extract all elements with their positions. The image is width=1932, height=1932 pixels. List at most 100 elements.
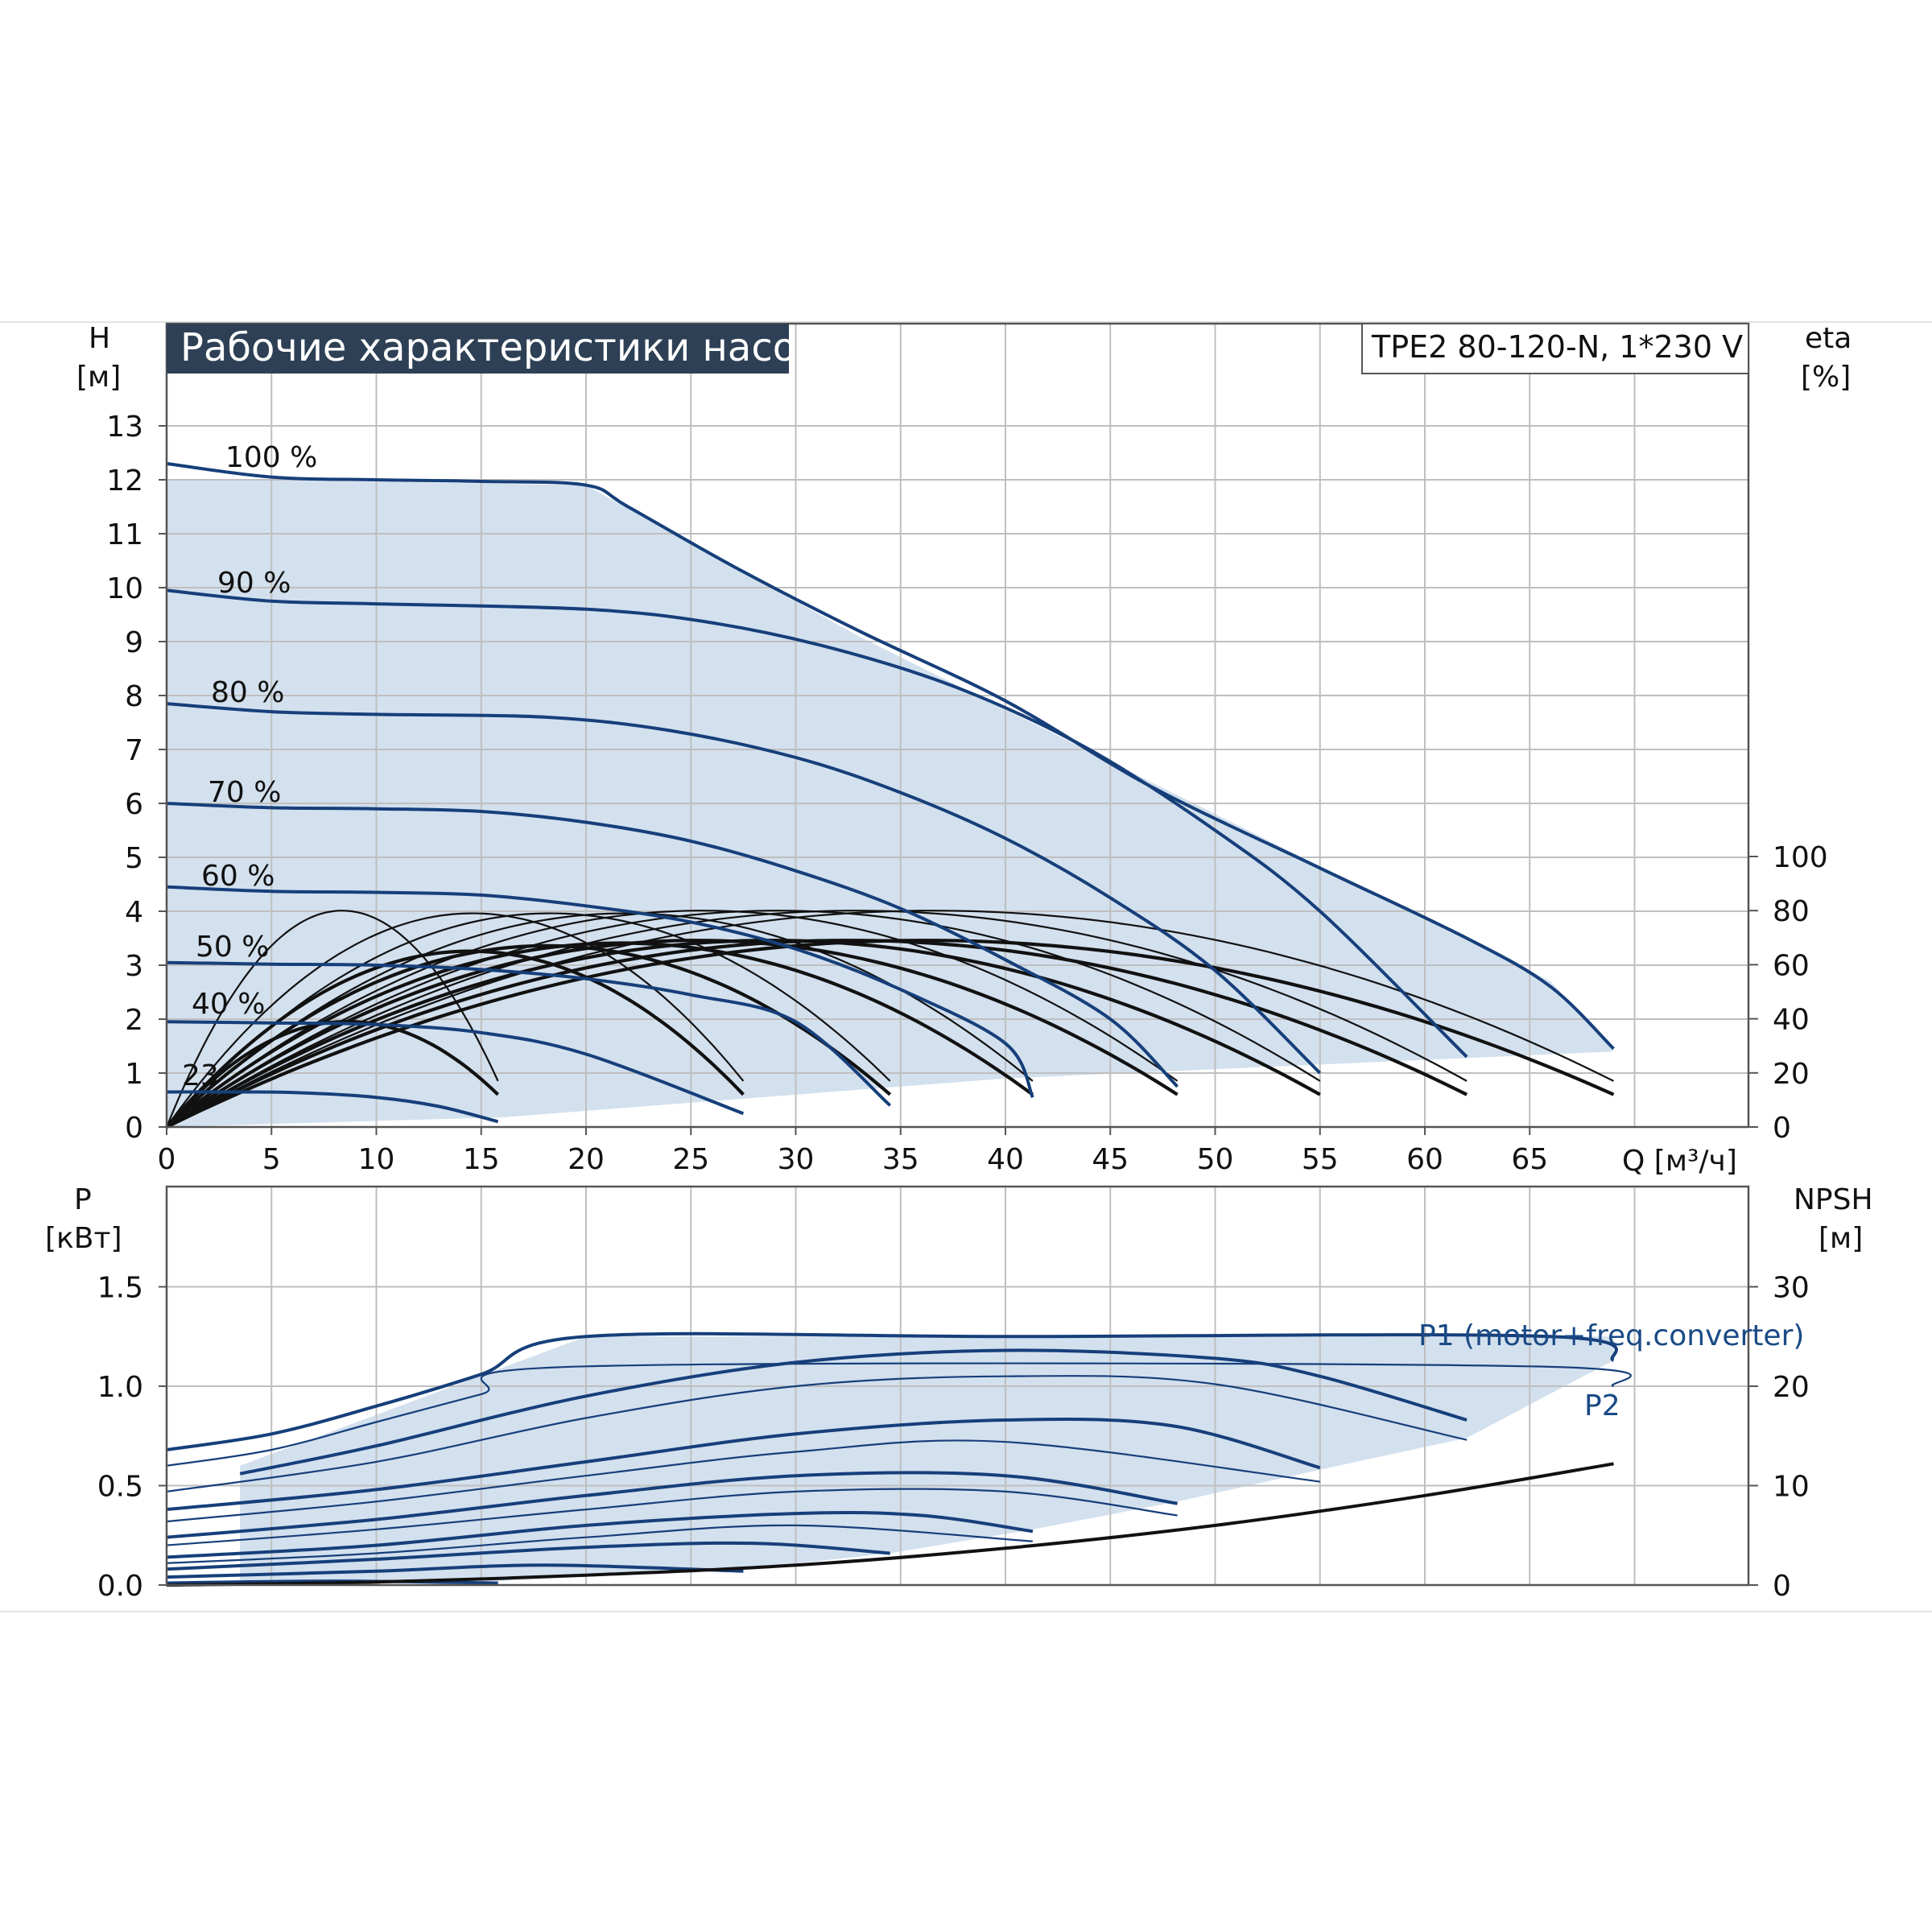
title-banner	[167, 324, 789, 374]
speed-label-3: 80 %	[211, 676, 284, 709]
p1-label: P1 (motor+freq.converter)	[1418, 1319, 1804, 1352]
efficiency-curve-13	[165, 941, 1034, 1129]
y2-tick-100: 100	[1773, 841, 1828, 874]
p1-curve-7	[166, 1563, 744, 1579]
p-tick-labels: 0.0 0.5 1.0 1.5	[97, 1272, 167, 1603]
head-curve-2	[166, 588, 1468, 1059]
y-tick-2: 2	[125, 1004, 143, 1037]
y-tick-0: 0	[125, 1112, 143, 1145]
power-npsh-plot: P [кВт] NPSH [м] P1 (motor+freq.converte…	[45, 1183, 1873, 1603]
npsh-curves	[166, 1462, 1614, 1587]
p1-curve-4	[166, 1471, 1178, 1539]
npsh-tick-10: 10	[1773, 1471, 1810, 1504]
p2-curve-3	[166, 1439, 1320, 1523]
y-tick-7: 7	[125, 734, 143, 767]
chart-title: Рабочие характеристики насоса	[180, 325, 841, 370]
x-tick-0: 0	[158, 1143, 176, 1176]
y-tick-13: 13	[106, 411, 143, 444]
y2-tick-labels: 0 20 40 60 80 100	[1748, 841, 1828, 1145]
speed-label-2: 90 %	[217, 567, 291, 600]
speed-label-8: 23	[182, 1059, 219, 1092]
speed-label-4: 70 %	[208, 776, 281, 809]
speed-label-6: 50 %	[196, 931, 269, 964]
y-tick-3: 3	[125, 950, 143, 983]
head-curve-5	[166, 885, 1034, 1099]
x-tick-10: 10	[358, 1143, 395, 1176]
p2-curve-1	[166, 1362, 1632, 1467]
p1-curve-6	[166, 1541, 890, 1571]
x-tick-20: 20	[568, 1143, 605, 1176]
head-curve-4	[166, 802, 1179, 1088]
p2-curve-5	[166, 1524, 1033, 1564]
p1-curve-5	[166, 1510, 1034, 1559]
power-envelope	[240, 1336, 1614, 1582]
p1-curve-2	[239, 1348, 1468, 1476]
efficiency-curve-15	[165, 949, 745, 1129]
head-plot-frame	[165, 322, 1750, 1129]
head-curve-6	[166, 960, 892, 1107]
y-tick-11: 11	[106, 518, 143, 551]
y-axis-label: H	[89, 322, 110, 355]
p-tick-1.0: 1.0	[97, 1371, 143, 1404]
efficiency-curve-14	[165, 943, 892, 1129]
power-grid	[167, 1187, 1748, 1585]
y-tick-9: 9	[125, 626, 143, 659]
x-tick-15: 15	[463, 1143, 500, 1176]
npsh-tick-labels: 0 10 20 30	[1748, 1272, 1810, 1603]
y-tick-6: 6	[125, 788, 143, 821]
p1-curve-8	[166, 1579, 498, 1585]
x-tick-50: 50	[1197, 1143, 1234, 1176]
y2-tick-40: 40	[1773, 1004, 1810, 1037]
y-tick-1: 1	[125, 1058, 143, 1091]
p2-curve-2	[166, 1375, 1468, 1492]
speed-labels: 100 % 90 % 80 % 70 % 60 % 50 % 40 % 23	[182, 441, 317, 1092]
head-curve-3	[166, 702, 1322, 1075]
model-box	[1361, 323, 1749, 374]
efficiency-curve-8	[165, 910, 499, 1128]
p1-curve-3	[166, 1417, 1321, 1512]
p2-curves	[166, 1362, 1632, 1564]
x-tick-25: 25	[672, 1143, 709, 1176]
x-tick-55: 55	[1302, 1143, 1339, 1176]
head-curve-7	[166, 1020, 745, 1116]
p-axis-label: P	[74, 1183, 92, 1216]
y-tick-12: 12	[106, 464, 143, 497]
p2-curve-4	[166, 1488, 1178, 1546]
x-tick-35: 35	[882, 1143, 919, 1176]
npsh-curve	[166, 1462, 1614, 1587]
p-tick-1.5: 1.5	[97, 1272, 143, 1305]
efficiency-curve-12	[165, 939, 1179, 1129]
y-axis-unit: [м]	[76, 361, 121, 394]
speed-label-7: 40 %	[192, 988, 265, 1021]
x-tick-60: 60	[1406, 1143, 1443, 1176]
speed-label-1: 100 %	[225, 441, 317, 474]
x-tick-40: 40	[987, 1143, 1024, 1176]
y2-tick-80: 80	[1773, 895, 1810, 928]
y-tick-10: 10	[106, 572, 143, 605]
efficiency-curve-7	[166, 912, 745, 1128]
npsh-axis-unit: [м]	[1818, 1222, 1863, 1255]
y2-tick-0: 0	[1773, 1112, 1791, 1145]
x-tick-labels: 0 5 10 15 20 25 30 35 40 45 50 55 60 65	[158, 1127, 1548, 1176]
p1-curves	[166, 1331, 1618, 1585]
x-tick-5: 5	[262, 1143, 281, 1176]
head-efficiency-plot: Рабочие характеристики насоса TPE2 80-12…	[76, 322, 1852, 1178]
y-tick-5: 5	[125, 842, 143, 875]
y2-tick-60: 60	[1773, 949, 1810, 982]
y2-tick-20: 20	[1773, 1058, 1810, 1091]
head-curves	[166, 461, 1615, 1124]
model-label: TPE2 80-120-N, 1*230 V	[1371, 329, 1743, 365]
p-tick-0.5: 0.5	[97, 1471, 143, 1504]
npsh-axis-label: NPSH	[1794, 1183, 1873, 1216]
head-grid	[167, 324, 1748, 1127]
p2-label: P2	[1584, 1389, 1620, 1422]
efficiency-curve-4	[166, 910, 1179, 1128]
x-axis-label: Q [м³/ч]	[1622, 1145, 1737, 1178]
head-curve-1	[166, 461, 1615, 1051]
y-tick-4: 4	[125, 896, 143, 929]
speed-label-5: 60 %	[201, 860, 275, 893]
p1-curve-1	[166, 1331, 1618, 1451]
y2-axis-unit: [%]	[1801, 361, 1851, 394]
